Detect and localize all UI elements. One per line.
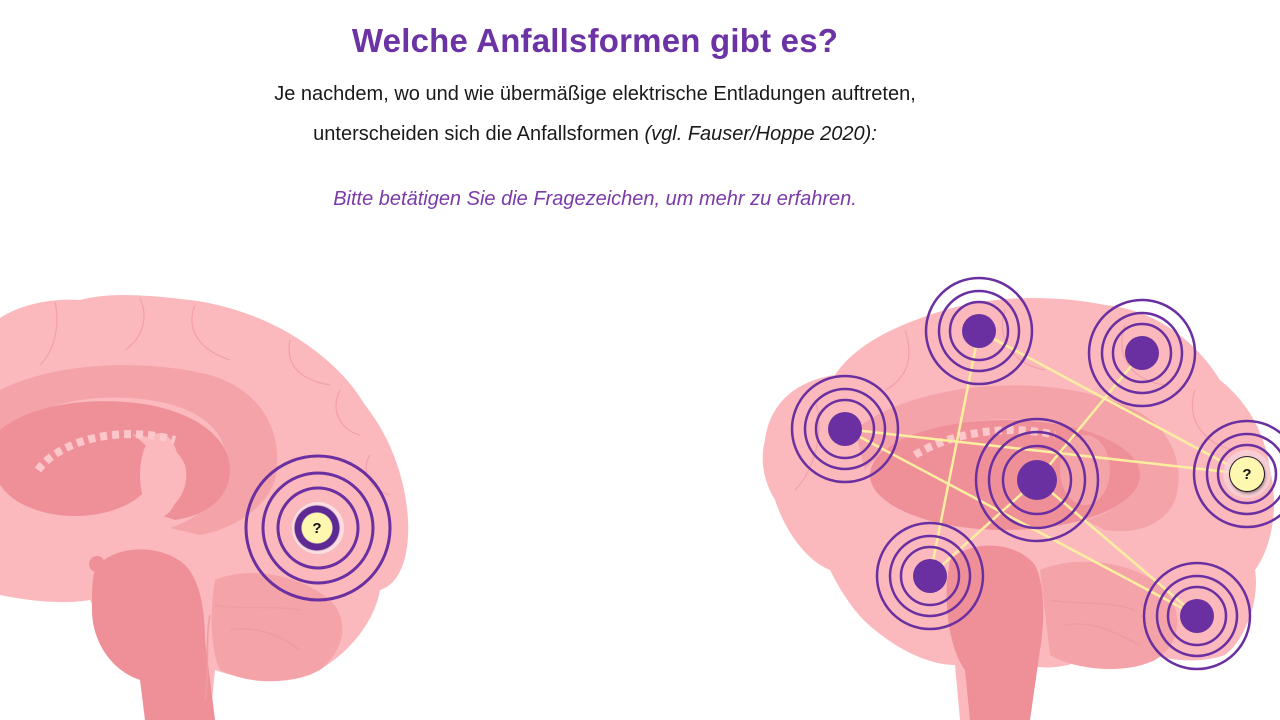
- generalized-seizure-question-button[interactable]: ?: [1230, 457, 1264, 491]
- intro-text: Je nachdem, wo und wie übermäßige elektr…: [0, 74, 1190, 154]
- instruction-hint: Bitte betätigen Sie die Fragezeichen, um…: [333, 188, 857, 210]
- generalized-seizure-brain-illustration: [762, 276, 1280, 720]
- intro-line-2-text: unterscheiden sich die Anfallsformen: [313, 123, 645, 145]
- page-title: Welche Anfallsformen gibt es?: [351, 22, 839, 59]
- focal-seizure-question-button[interactable]: ?: [293, 504, 341, 552]
- intro-line-2: unterscheiden sich die Anfallsformen (vg…: [0, 114, 1190, 154]
- citation: (vgl. Fauser/Hoppe 2020):: [644, 123, 877, 145]
- intro-line-1: Je nachdem, wo und wie übermäßige elektr…: [274, 83, 916, 105]
- focal-seizure-brain-illustration: [0, 295, 409, 720]
